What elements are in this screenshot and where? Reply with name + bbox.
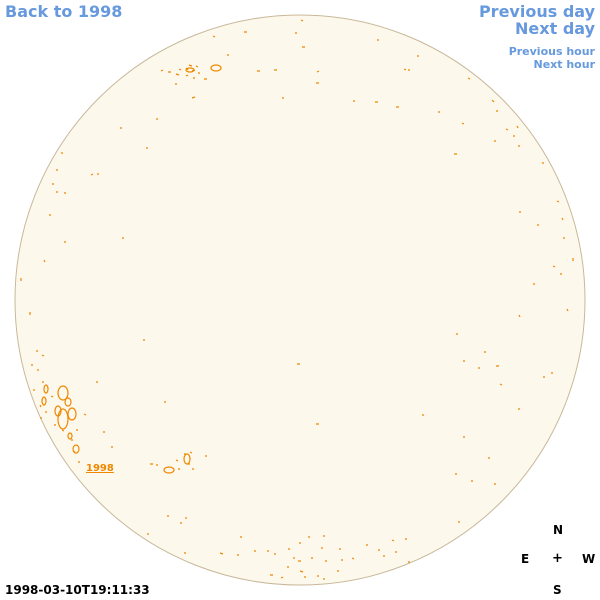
compass-west-label: W [582,552,596,566]
previous-day-link[interactable]: Previous day [478,2,595,21]
observation-timestamp: 1998-03-10T19:11:33 [5,583,150,597]
next-hour-link[interactable]: Next hour [533,58,596,71]
region-label[interactable]: 1998 [86,463,114,474]
solar-disk [14,14,586,586]
region-label-link[interactable]: 1998 [86,463,114,474]
compass-east-label: E [521,552,530,566]
compass-south-label: S [553,583,562,597]
next-day-link[interactable]: Next day [515,19,595,38]
previous-hour-link[interactable]: Previous hour [508,45,595,58]
compass-center-icon: + [552,551,563,566]
feature-markers [20,19,574,580]
back-to-year-link[interactable]: Back to 1998 [5,2,123,21]
compass-north-label: N [553,523,564,537]
